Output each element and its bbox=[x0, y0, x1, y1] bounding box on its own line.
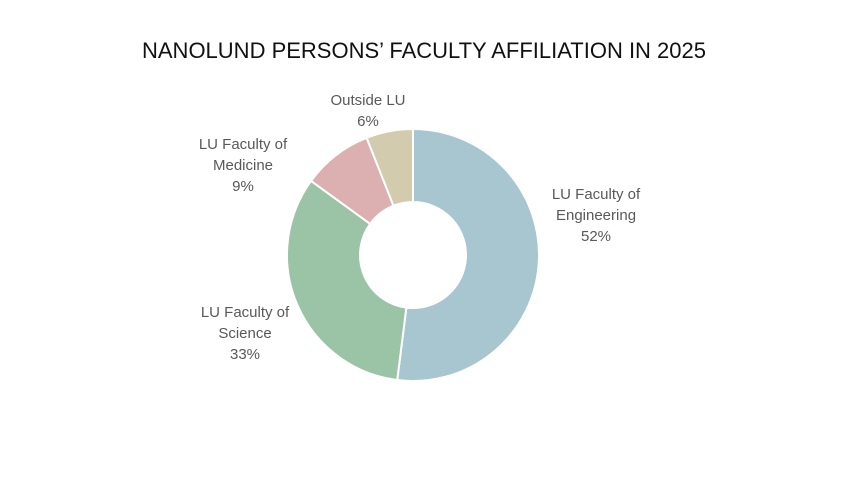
data-label: LU Faculty of Engineering 52% bbox=[540, 184, 652, 247]
value-label: 6% bbox=[357, 113, 379, 130]
donut-slice bbox=[365, 127, 414, 208]
value-label: 52% bbox=[580, 228, 612, 245]
donut-slice bbox=[396, 127, 540, 382]
data-label: Outside LU 6% bbox=[312, 90, 424, 132]
category-label: LU Faculty of Medicine bbox=[198, 136, 288, 174]
category-label: LU Faculty of Engineering bbox=[551, 186, 641, 224]
data-label: LU Faculty of Medicine 9% bbox=[187, 134, 299, 197]
category-label: LU Faculty of Science bbox=[200, 304, 290, 342]
value-label: 9% bbox=[232, 178, 254, 195]
category-label: Outside LU bbox=[330, 92, 406, 109]
donut-slice bbox=[286, 179, 408, 382]
chart-title: NANOLUND PERSONS’ FACULTY AFFILIATION IN… bbox=[142, 38, 706, 63]
data-label: LU Faculty of Science 33% bbox=[189, 302, 301, 365]
value-label: 33% bbox=[229, 346, 261, 363]
